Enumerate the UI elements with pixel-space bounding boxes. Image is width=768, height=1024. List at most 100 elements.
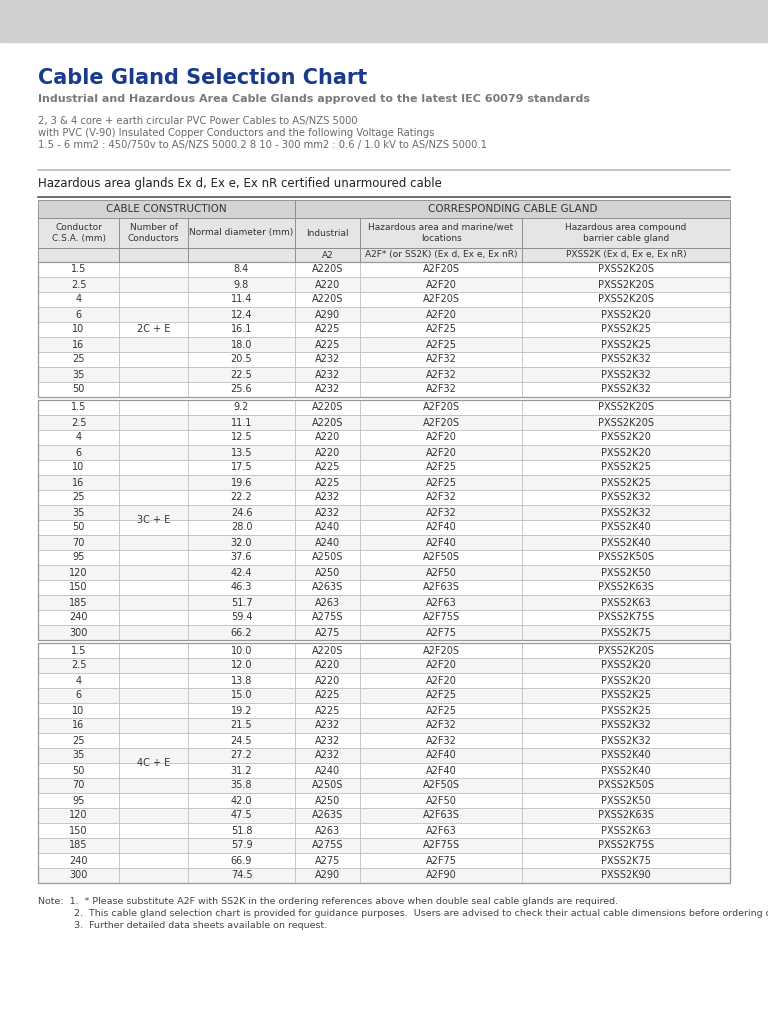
Bar — [188, 460, 295, 475]
Bar — [360, 278, 522, 292]
Text: 1.5: 1.5 — [71, 402, 86, 413]
Text: PXSS2K20: PXSS2K20 — [601, 432, 651, 442]
Bar — [188, 400, 295, 415]
Text: 35: 35 — [72, 508, 84, 517]
Bar — [119, 367, 188, 382]
Text: 8.4: 8.4 — [234, 264, 249, 274]
Bar — [360, 868, 522, 883]
Bar — [360, 337, 522, 352]
Bar — [38, 595, 119, 610]
Text: PXSS2K20S: PXSS2K20S — [598, 280, 654, 290]
Bar — [522, 292, 730, 307]
Text: 28.0: 28.0 — [230, 522, 252, 532]
Text: 47.5: 47.5 — [230, 811, 253, 820]
Bar — [360, 400, 522, 415]
Text: PXSS2K40: PXSS2K40 — [601, 751, 650, 761]
Bar — [38, 262, 730, 397]
Text: PXSS2K25: PXSS2K25 — [601, 477, 651, 487]
Text: Industrial: Industrial — [306, 228, 349, 238]
Bar — [38, 625, 119, 640]
Text: 70: 70 — [72, 538, 84, 548]
Bar — [119, 823, 188, 838]
Text: Hazardous area compound
barrier cable gland: Hazardous area compound barrier cable gl… — [565, 223, 687, 243]
Bar — [522, 853, 730, 868]
Bar — [188, 415, 295, 430]
Bar — [188, 382, 295, 397]
Bar — [188, 823, 295, 838]
Text: PXSS2K20: PXSS2K20 — [601, 309, 651, 319]
Text: PXSS2K32: PXSS2K32 — [601, 384, 651, 394]
Bar — [295, 430, 360, 445]
Text: 32.0: 32.0 — [230, 538, 252, 548]
Text: 27.2: 27.2 — [230, 751, 253, 761]
Text: A225: A225 — [315, 706, 340, 716]
Text: A2F25: A2F25 — [425, 690, 456, 700]
Bar — [119, 868, 188, 883]
Bar — [360, 262, 522, 278]
Text: PXSS2K75: PXSS2K75 — [601, 628, 651, 638]
Text: PXSS2K25: PXSS2K25 — [601, 340, 651, 349]
Text: PXSS2K75: PXSS2K75 — [601, 855, 651, 865]
Bar — [188, 292, 295, 307]
Text: 6: 6 — [75, 690, 81, 700]
Text: 6: 6 — [75, 309, 81, 319]
Bar — [188, 763, 295, 778]
Text: A2F32: A2F32 — [425, 721, 456, 730]
Text: A2F75S: A2F75S — [422, 612, 459, 623]
Text: 300: 300 — [69, 870, 88, 881]
Bar — [119, 382, 188, 397]
Text: A2F63: A2F63 — [425, 597, 456, 607]
Text: A232: A232 — [315, 508, 340, 517]
Bar — [295, 823, 360, 838]
Bar — [295, 643, 360, 658]
Bar — [360, 475, 522, 490]
Bar — [295, 868, 360, 883]
Text: A2F63S: A2F63S — [422, 811, 459, 820]
Text: A220S: A220S — [312, 418, 343, 427]
Bar — [188, 793, 295, 808]
Bar — [188, 748, 295, 763]
Bar — [522, 718, 730, 733]
Bar — [360, 430, 522, 445]
Bar — [188, 218, 295, 248]
Text: A2F20S: A2F20S — [422, 645, 459, 655]
Text: A250S: A250S — [312, 780, 343, 791]
Text: A232: A232 — [315, 384, 340, 394]
Bar — [38, 688, 119, 703]
Text: 240: 240 — [69, 855, 88, 865]
Text: A220S: A220S — [312, 295, 343, 304]
Text: A220S: A220S — [312, 264, 343, 274]
Bar — [295, 400, 360, 415]
Bar — [522, 322, 730, 337]
Bar — [119, 322, 188, 337]
Text: PXSS2K32: PXSS2K32 — [601, 721, 651, 730]
Bar — [119, 778, 188, 793]
Text: 95: 95 — [72, 796, 84, 806]
Bar — [360, 322, 522, 337]
Bar — [360, 688, 522, 703]
Text: A2F32: A2F32 — [425, 493, 456, 503]
Bar — [360, 580, 522, 595]
Bar — [360, 838, 522, 853]
Bar — [360, 595, 522, 610]
Text: Normal diameter (mm): Normal diameter (mm) — [190, 228, 293, 238]
Text: A275S: A275S — [312, 612, 343, 623]
Bar — [119, 415, 188, 430]
Text: with PVC (V-90) Insulated Copper Conductors and the following Voltage Ratings: with PVC (V-90) Insulated Copper Conduct… — [38, 128, 435, 138]
Text: A232: A232 — [315, 735, 340, 745]
Text: A2F40: A2F40 — [425, 766, 456, 775]
Bar — [119, 643, 188, 658]
Text: 25: 25 — [72, 493, 84, 503]
Bar — [119, 352, 188, 367]
Bar — [188, 733, 295, 748]
Bar — [295, 292, 360, 307]
Text: A232: A232 — [315, 370, 340, 380]
Bar — [119, 595, 188, 610]
Bar — [360, 445, 522, 460]
Bar — [119, 688, 188, 703]
Text: A275: A275 — [315, 628, 340, 638]
Bar — [38, 580, 119, 595]
Bar — [295, 838, 360, 853]
Text: PXSS2K50S: PXSS2K50S — [598, 553, 654, 562]
Text: 10.0: 10.0 — [231, 645, 252, 655]
